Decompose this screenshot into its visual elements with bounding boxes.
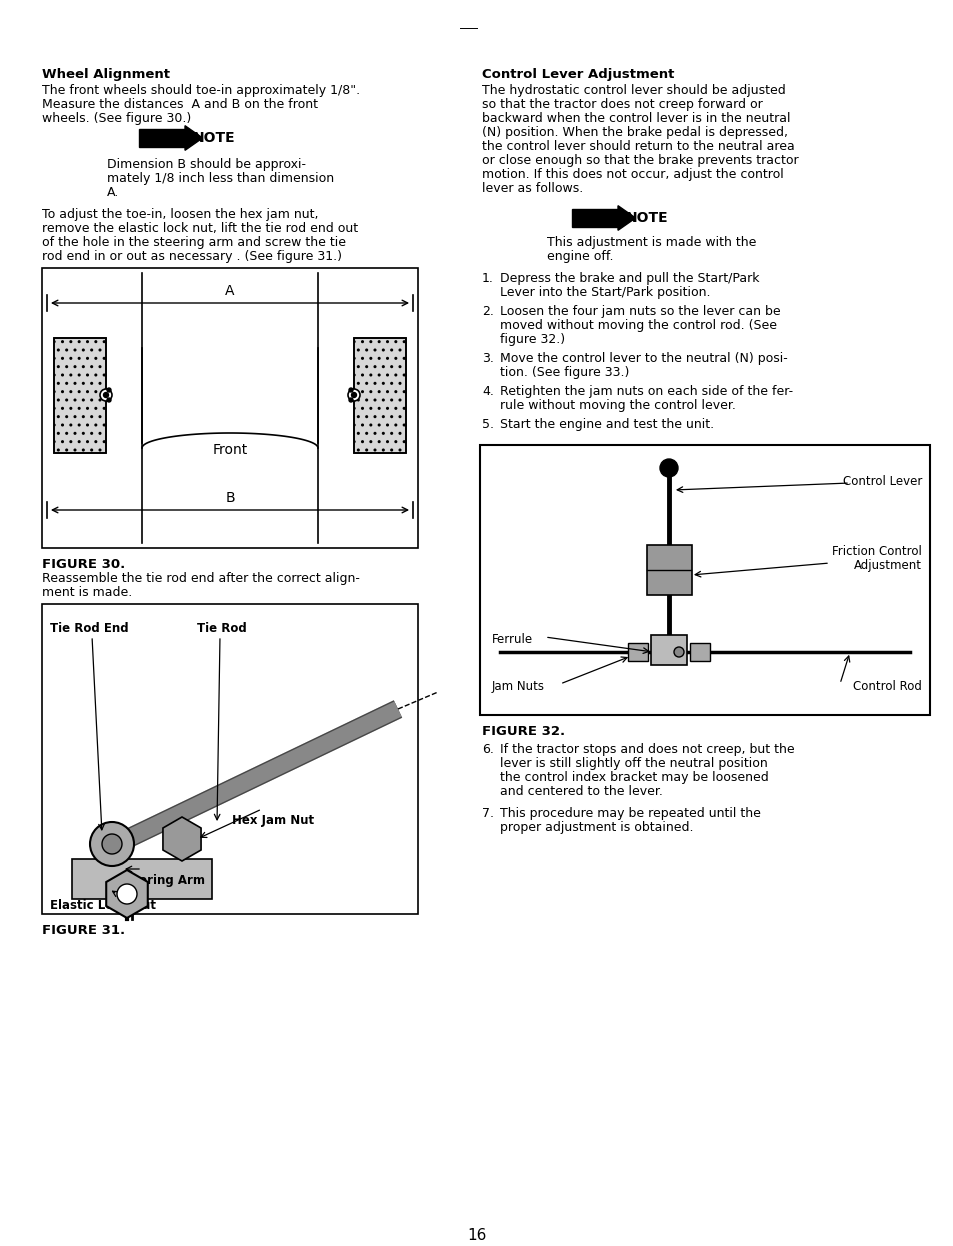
Text: wheels. (See figure 30.): wheels. (See figure 30.) — [42, 112, 191, 125]
Text: 4.: 4. — [481, 385, 494, 397]
Text: Adjustment: Adjustment — [853, 559, 921, 572]
Text: If the tractor stops and does not creep, but the: If the tractor stops and does not creep,… — [499, 743, 794, 756]
Text: motion. If this does not occur, adjust the control: motion. If this does not occur, adjust t… — [481, 168, 783, 181]
Text: Control Lever Adjustment: Control Lever Adjustment — [481, 69, 674, 81]
Circle shape — [90, 822, 133, 866]
Text: Move the control lever to the neutral (N) posi-: Move the control lever to the neutral (N… — [499, 353, 787, 365]
Circle shape — [117, 883, 137, 905]
Circle shape — [107, 397, 111, 402]
Text: A: A — [225, 284, 234, 298]
Text: the control lever should return to the neutral area: the control lever should return to the n… — [481, 140, 794, 153]
Bar — [71, 858, 212, 900]
Bar — [42, 604, 417, 915]
Circle shape — [351, 392, 356, 397]
Text: lever as follows.: lever as follows. — [481, 182, 582, 196]
Polygon shape — [163, 817, 201, 861]
Circle shape — [107, 388, 111, 392]
Circle shape — [673, 647, 683, 657]
Text: FIGURE 32.: FIGURE 32. — [481, 725, 564, 738]
Text: Dimension B should be approxi-: Dimension B should be approxi- — [107, 158, 306, 171]
Text: Hex Jam Nut: Hex Jam Nut — [232, 814, 314, 827]
Text: Measure the distances  A and B on the front: Measure the distances A and B on the fro… — [42, 98, 317, 111]
Text: proper adjustment is obtained.: proper adjustment is obtained. — [499, 821, 693, 834]
Text: Loosen the four jam nuts so the lever can be: Loosen the four jam nuts so the lever ca… — [499, 305, 780, 318]
Text: 2.: 2. — [481, 305, 494, 318]
Text: 7.: 7. — [481, 807, 494, 820]
Text: remove the elastic lock nut, lift the tie rod end out: remove the elastic lock nut, lift the ti… — [42, 222, 357, 235]
Bar — [479, 445, 929, 715]
Circle shape — [349, 397, 353, 402]
Text: (N) position. When the brake pedal is depressed,: (N) position. When the brake pedal is de… — [481, 126, 787, 140]
Text: or close enough so that the brake prevents tractor: or close enough so that the brake preven… — [481, 155, 798, 167]
Bar — [646, 545, 691, 596]
Text: so that the tractor does not creep forward or: so that the tractor does not creep forwa… — [481, 98, 762, 111]
Text: Friction Control: Friction Control — [831, 545, 921, 558]
Text: Wheel Alignment: Wheel Alignment — [42, 69, 170, 81]
Text: of the hole in the steering arm and screw the tie: of the hole in the steering arm and scre… — [42, 235, 346, 249]
Text: 6.: 6. — [481, 743, 494, 756]
Text: NOTE: NOTE — [193, 131, 235, 145]
Bar — [42, 268, 417, 548]
Bar — [139, 130, 185, 147]
Text: Start the engine and test the unit.: Start the engine and test the unit. — [499, 417, 714, 431]
Text: moved without moving the control rod. (See: moved without moving the control rod. (S… — [499, 319, 776, 331]
Text: ment is made.: ment is made. — [42, 586, 132, 599]
Text: Jam Nuts: Jam Nuts — [492, 680, 544, 693]
Text: NOTE: NOTE — [625, 211, 668, 226]
Text: Front: Front — [213, 444, 248, 457]
Text: Reassemble the tie rod end after the correct align-: Reassemble the tie rod end after the cor… — [42, 572, 359, 586]
Text: Ferrule: Ferrule — [492, 633, 533, 645]
Bar — [650, 635, 686, 665]
Text: 5.: 5. — [481, 417, 494, 431]
Text: 3.: 3. — [481, 353, 494, 365]
Text: backward when the control lever is in the neutral: backward when the control lever is in th… — [481, 112, 790, 125]
Text: and centered to the lever.: and centered to the lever. — [499, 785, 662, 797]
Text: Tie Rod End: Tie Rod End — [50, 622, 129, 635]
Bar — [54, 338, 106, 454]
Text: FIGURE 30.: FIGURE 30. — [42, 558, 125, 571]
Text: Steering Arm: Steering Arm — [117, 873, 205, 887]
Text: Control Lever: Control Lever — [841, 475, 921, 488]
Text: Elastic Lock Nut: Elastic Lock Nut — [50, 900, 156, 912]
Polygon shape — [618, 206, 635, 231]
Bar — [354, 338, 406, 454]
Text: mately 1/8 inch less than dimension: mately 1/8 inch less than dimension — [107, 172, 334, 184]
Bar — [689, 643, 709, 660]
Text: Control Rod: Control Rod — [852, 680, 921, 693]
Text: 16: 16 — [467, 1229, 486, 1244]
Text: This adjustment is made with the: This adjustment is made with the — [546, 235, 756, 249]
Text: engine off.: engine off. — [546, 250, 613, 263]
Text: To adjust the toe-in, loosen the hex jam nut,: To adjust the toe-in, loosen the hex jam… — [42, 208, 318, 221]
Text: This procedure may be repeated until the: This procedure may be repeated until the — [499, 807, 760, 820]
Text: A.: A. — [107, 186, 119, 199]
Bar — [54, 338, 106, 454]
Circle shape — [102, 834, 122, 854]
Text: tion. (See figure 33.): tion. (See figure 33.) — [499, 366, 629, 379]
Text: Depress the brake and pull the Start/Park: Depress the brake and pull the Start/Par… — [499, 272, 759, 285]
Text: The front wheels should toe-in approximately 1/8".: The front wheels should toe-in approxima… — [42, 83, 359, 97]
Circle shape — [348, 389, 359, 401]
Text: 1.: 1. — [481, 272, 494, 285]
Text: rule without moving the control lever.: rule without moving the control lever. — [499, 399, 735, 412]
Text: FIGURE 31.: FIGURE 31. — [42, 925, 125, 937]
Polygon shape — [185, 126, 202, 151]
Circle shape — [100, 389, 112, 401]
Text: lever is still slightly off the neutral position: lever is still slightly off the neutral … — [499, 758, 767, 770]
Bar — [354, 338, 406, 454]
Text: The hydrostatic control lever should be adjusted: The hydrostatic control lever should be … — [481, 83, 785, 97]
Text: rod end in or out as necessary . (See figure 31.): rod end in or out as necessary . (See fi… — [42, 250, 341, 263]
Bar — [572, 209, 618, 227]
Circle shape — [659, 459, 678, 477]
Text: figure 32.): figure 32.) — [499, 333, 564, 346]
Polygon shape — [106, 870, 148, 918]
Text: Retighten the jam nuts on each side of the fer-: Retighten the jam nuts on each side of t… — [499, 385, 792, 397]
Text: Tie Rod: Tie Rod — [196, 622, 247, 635]
Bar — [627, 643, 647, 660]
Circle shape — [103, 392, 109, 397]
Text: B: B — [225, 491, 234, 505]
Circle shape — [349, 388, 353, 392]
Text: Lever into the Start/Park position.: Lever into the Start/Park position. — [499, 287, 710, 299]
Text: the control index bracket may be loosened: the control index bracket may be loosene… — [499, 771, 768, 784]
